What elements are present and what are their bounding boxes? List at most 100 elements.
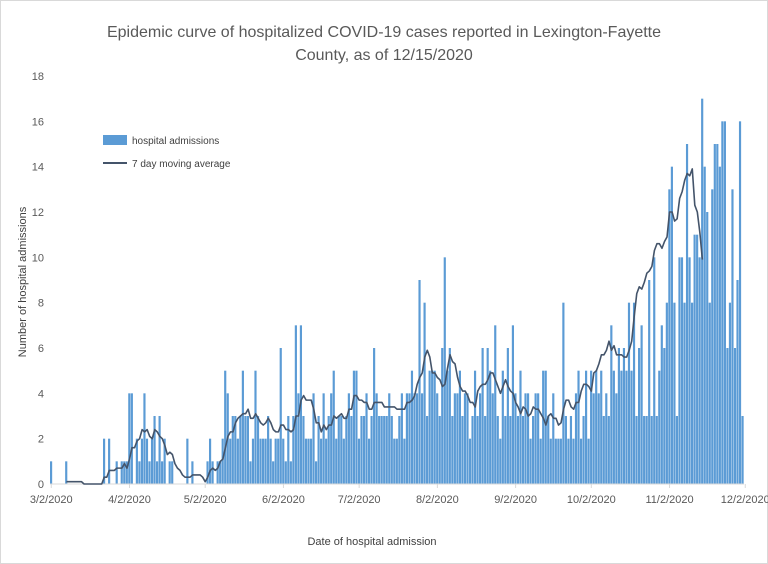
y-tick-label: 6: [38, 343, 44, 355]
bar: [383, 416, 386, 484]
bar: [420, 393, 424, 484]
bar: [350, 416, 353, 484]
moving-average-layer: [66, 168, 704, 485]
bar: [191, 461, 194, 484]
bar: [168, 461, 171, 484]
bar: [360, 416, 363, 484]
bar: [370, 416, 373, 484]
bar: [410, 370, 414, 484]
bar: [433, 370, 436, 484]
bar: [675, 416, 679, 484]
bar: [665, 302, 668, 484]
bar: [640, 325, 643, 484]
bar: [441, 348, 444, 484]
bar: [327, 416, 330, 484]
bar: [241, 370, 244, 484]
bar: [635, 416, 638, 484]
bar: [569, 416, 573, 484]
bar: [415, 393, 419, 484]
bar: [582, 416, 585, 484]
y-tick-label: 0: [38, 479, 44, 491]
bar: [741, 416, 744, 484]
bar: [317, 416, 320, 484]
bar: [108, 438, 111, 484]
bar: [590, 370, 593, 484]
bar: [630, 370, 633, 484]
bar: [373, 348, 376, 484]
bar: [567, 438, 570, 484]
bar: [448, 348, 451, 484]
bar: [236, 438, 239, 484]
bar: [277, 438, 280, 484]
bar: [622, 348, 626, 484]
chart-title-line-2: County, as of 12/15/2020: [295, 47, 473, 64]
legend: hospital admissions 7 day moving average: [103, 135, 231, 170]
bar: [261, 438, 265, 484]
bar: [670, 166, 673, 485]
bar: [426, 416, 429, 484]
bar: [337, 416, 340, 484]
bar: [489, 370, 492, 484]
bar: [648, 280, 651, 484]
bar: [597, 393, 600, 484]
bar: [552, 393, 555, 484]
bar: [340, 416, 343, 484]
bar: [50, 461, 53, 484]
bar: [135, 438, 138, 484]
bar: [504, 416, 507, 484]
bar: [476, 416, 479, 484]
bar: [65, 461, 68, 484]
bar: [471, 416, 474, 484]
bar: [400, 393, 403, 484]
bar: [544, 370, 547, 484]
x-tick-label: 4/2/2020: [108, 494, 151, 506]
x-tick-label: 8/2/2020: [416, 494, 459, 506]
bar: [150, 438, 154, 484]
bar: [574, 393, 578, 484]
bar: [600, 370, 603, 484]
bar: [708, 302, 711, 484]
bar: [274, 438, 277, 484]
bar: [143, 393, 146, 484]
x-tick-label: 10/2/2020: [567, 494, 616, 506]
bar: [638, 348, 641, 484]
bar: [481, 348, 484, 484]
bar: [484, 416, 487, 484]
bar: [249, 461, 252, 484]
bar: [355, 370, 358, 484]
bar: [438, 416, 441, 484]
bar: [458, 370, 461, 484]
bar: [701, 98, 704, 485]
bar: [362, 416, 366, 484]
bar: [155, 461, 159, 484]
bar: [365, 393, 368, 484]
bar: [130, 393, 133, 484]
bar: [562, 302, 565, 484]
bar: [378, 416, 381, 484]
bar: [206, 461, 209, 484]
bar: [309, 438, 313, 484]
bar: [120, 461, 123, 484]
bar: [494, 325, 497, 484]
bar: [534, 393, 537, 484]
bar: [335, 438, 338, 484]
bar: [658, 370, 661, 484]
bar: [380, 416, 383, 484]
bar: [716, 144, 719, 484]
bar: [453, 393, 456, 484]
bar: [491, 393, 494, 484]
bar: [128, 393, 131, 484]
bar: [532, 416, 535, 484]
x-axis-title: Date of hospital admission: [307, 536, 436, 548]
bar: [312, 393, 315, 484]
bar: [388, 393, 391, 484]
bar: [625, 370, 628, 484]
bar: [423, 302, 426, 484]
legend-label-moving-average: 7 day moving average: [132, 159, 231, 170]
bar: [342, 438, 345, 484]
bar: [461, 416, 464, 484]
bar: [612, 370, 615, 484]
bar: [322, 393, 325, 484]
